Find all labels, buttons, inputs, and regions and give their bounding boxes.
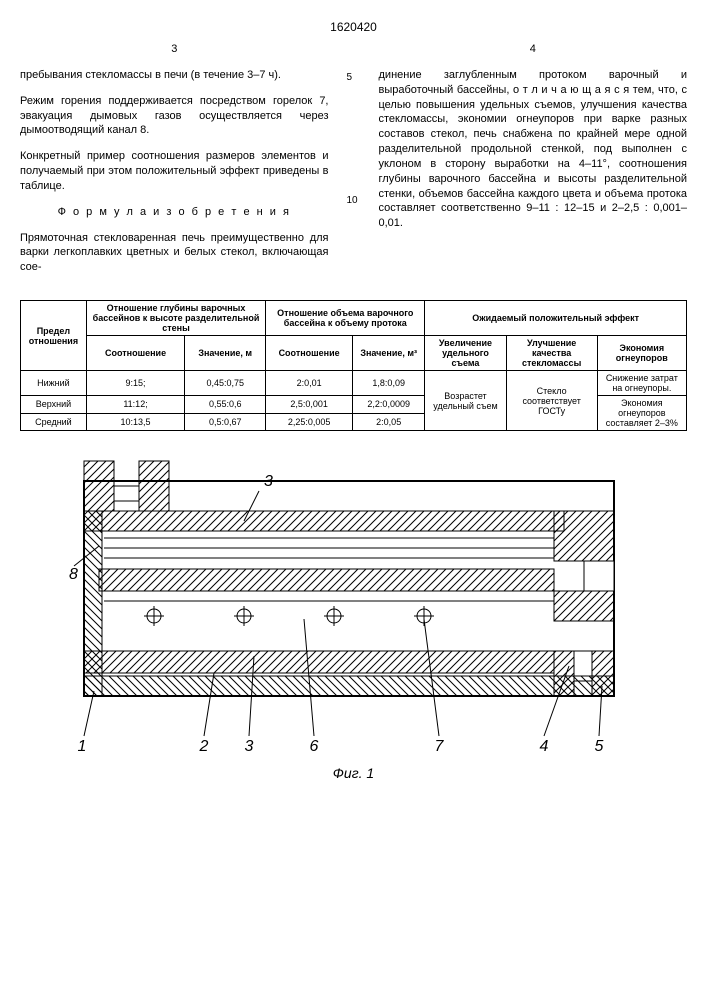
td: Снижение затрат на огнеупоры. <box>597 371 686 396</box>
td: 2:0,01 <box>266 371 353 396</box>
callout: 2 <box>198 738 208 755</box>
paragraph: Прямоточная стекловаренная печь преимуще… <box>20 231 329 276</box>
td: 11:12; <box>86 396 184 414</box>
td: 2:0,05 <box>353 413 425 431</box>
figure-caption: Фиг. 1 <box>20 765 687 781</box>
left-column: 3 пребывания стекломассы в печи (в течен… <box>20 42 329 286</box>
line-number: 10 <box>347 195 361 206</box>
callout: 1 <box>77 738 86 755</box>
td: 10:13,5 <box>86 413 184 431</box>
line-number-gutter: 5 10 <box>347 42 361 286</box>
th-volume-ratio: Отношение объема варочного бассейна к об… <box>266 301 425 336</box>
td: 0,45:0,75 <box>185 371 266 396</box>
td: Возрастет удельный съем <box>425 371 506 431</box>
callout: 4 <box>539 738 548 755</box>
td: 0,55:0,6 <box>185 396 266 414</box>
left-col-number: 3 <box>20 42 329 57</box>
right-col-number: 4 <box>379 42 688 57</box>
text-columns: 3 пребывания стекломассы в печи (в течен… <box>20 42 687 286</box>
th: Соотношение <box>86 336 184 371</box>
th: Соотношение <box>266 336 353 371</box>
th-effect: Ожидаемый положительный эффект <box>425 301 687 336</box>
paragraph: динение заглубленным протоком варочный и… <box>379 68 688 231</box>
td: 2,2:0,0009 <box>353 396 425 414</box>
td: 1,8:0,09 <box>353 371 425 396</box>
th: Значение, м <box>185 336 266 371</box>
paragraph: пребывания стекломассы в печи (в течение… <box>20 68 329 83</box>
callout: 3 <box>264 473 273 490</box>
table-row: Нижний 9:15; 0,45:0,75 2:0,01 1,8:0,09 В… <box>21 371 687 396</box>
line-number: 5 <box>347 72 361 83</box>
callout: 6 <box>309 738 318 755</box>
th: Экономия огнеупоров <box>597 336 686 371</box>
td-label: Средний <box>21 413 87 431</box>
td: 9:15; <box>86 371 184 396</box>
right-column: 4 динение заглубленным протоком варочный… <box>379 42 688 286</box>
td: 2,5:0,001 <box>266 396 353 414</box>
td: 0,5:0,67 <box>185 413 266 431</box>
callout: 8 <box>69 566 78 583</box>
td: Экономия огнеупоров составляет 2–3% <box>597 396 686 431</box>
td-label: Нижний <box>21 371 87 396</box>
th-depth-ratio: Отношение глубины варочных бассейнов к в… <box>86 301 265 336</box>
th-limit: Предел отношения <box>21 301 87 371</box>
th: Улучшение качества стекломассы <box>506 336 597 371</box>
paragraph: Конкретный пример соотношения размеров э… <box>20 149 329 194</box>
callout: 5 <box>594 738 603 755</box>
th: Увеличение удельного съема <box>425 336 506 371</box>
th: Значение, м³ <box>353 336 425 371</box>
td: 2,25:0,005 <box>266 413 353 431</box>
formula-heading: Ф о р м у л а и з о б р е т е н и я <box>20 205 329 220</box>
callout: 3 <box>244 738 253 755</box>
td: Стекло соответствует ГОСТу <box>506 371 597 431</box>
callout: 7 <box>434 738 444 755</box>
document-number: 1620420 <box>20 20 687 34</box>
paragraph: Режим горения поддерживается посредством… <box>20 94 329 139</box>
figure-1: 1 2 3 6 7 4 5 8 3 Фиг. 1 <box>20 451 687 781</box>
td-label: Верхний <box>21 396 87 414</box>
ratio-table: Предел отношения Отношение глубины вароч… <box>20 300 687 431</box>
furnace-plan-diagram: 1 2 3 6 7 4 5 8 3 <box>44 451 664 761</box>
